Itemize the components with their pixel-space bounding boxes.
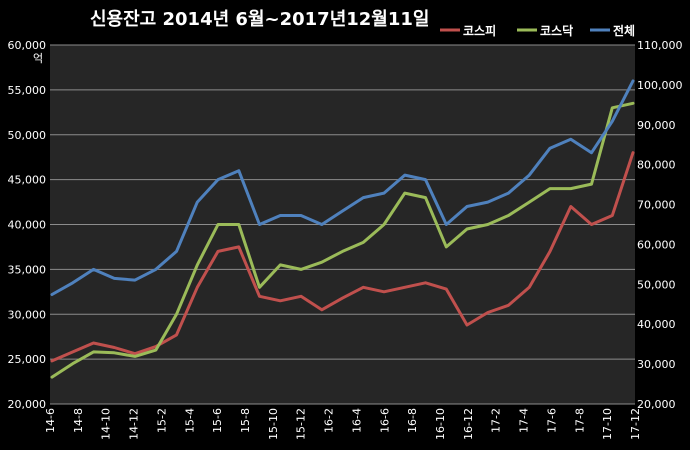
x-axis-tick-label: 16-4 — [350, 408, 363, 433]
right-axis-tick-label: 40,000 — [637, 318, 676, 331]
right-axis-tick-label: 20,000 — [637, 398, 676, 411]
left-axis-tick-label: 60,000 — [8, 39, 47, 52]
x-axis-tick-label: 15-2 — [155, 408, 168, 433]
right-axis-tick-label: 100,000 — [637, 79, 683, 92]
chart-title: 신용잔고 2014년 6월~2017년12월11일 — [90, 9, 429, 30]
x-axis-tick-label: 17-6 — [545, 408, 558, 433]
x-axis-tick-label: 16-12 — [462, 408, 475, 440]
gridlines — [50, 44, 635, 405]
right-axis-tick-label: 50,000 — [637, 278, 676, 291]
legend-label: 전체 — [613, 23, 635, 38]
left-axis-ticks: 20,000 25,000 30,000 35,000 40,000 45,000 50,0… — [8, 39, 47, 411]
right-axis-tick-label: 60,000 — [637, 238, 676, 251]
x-axis-tick-label: 14-10 — [100, 408, 113, 440]
left-axis-tick-label: 25,000 — [8, 353, 47, 366]
left-axis-tick-label: 40,000 — [8, 219, 47, 232]
left-axis-tick-label: 30,000 — [8, 308, 47, 321]
right-axis-tick-label: 80,000 — [637, 159, 676, 172]
right-axis-ticks: 20,000 30,000 40,000 50,000 60,000 70,000 80,0… — [637, 39, 683, 411]
x-axis-tick-label: 15-10 — [267, 408, 280, 440]
left-axis-tick-label: 55,000 — [8, 84, 47, 97]
x-axis-tick-label: 17-12 — [629, 408, 642, 440]
legend-label: 코스피 — [463, 23, 496, 38]
right-axis-tick-label: 110,000 — [637, 39, 683, 52]
x-axis-tick-label: 17-4 — [518, 408, 531, 433]
x-axis-tick-label: 17-8 — [573, 408, 586, 433]
y-axis-unit: 억 — [33, 52, 43, 65]
x-axis-ticks: 14-6 14-8 14-10 14-12 15-2 15-4 15-6 15-8 15-10 1… — [44, 408, 642, 440]
series-line — [50, 151, 635, 363]
x-axis-tick-label: 15-12 — [295, 408, 308, 440]
x-axis-tick-label: 17-2 — [490, 408, 503, 433]
right-axis-tick-label: 30,000 — [637, 358, 676, 371]
x-axis-tick-label: 16-6 — [378, 408, 391, 433]
x-axis-tick-label: 16-8 — [406, 408, 419, 433]
x-axis-tick-label: 17-10 — [601, 408, 614, 440]
left-axis-tick-label: 45,000 — [8, 174, 47, 187]
legend: 코스피 코스닥 전체 — [440, 23, 635, 38]
series-lines — [50, 79, 635, 379]
left-axis-tick-label: 20,000 — [8, 398, 47, 411]
left-axis-tick-label: 50,000 — [8, 129, 47, 142]
legend-label: 코스닥 — [540, 23, 573, 38]
right-axis-tick-label: 90,000 — [637, 119, 676, 132]
series-line — [50, 101, 635, 379]
x-axis-tick-label: 14-6 — [44, 408, 57, 433]
right-axis-tick-label: 70,000 — [637, 199, 676, 212]
x-axis-tick-label: 15-4 — [183, 408, 196, 433]
x-axis-tick-label: 16-2 — [323, 408, 336, 433]
x-axis-tick-label: 16-10 — [434, 408, 447, 440]
series-line — [50, 79, 635, 296]
x-axis-tick-label: 15-8 — [239, 408, 252, 433]
x-axis-tick-label: 14-12 — [128, 408, 141, 440]
x-axis-tick-label: 15-6 — [211, 408, 224, 433]
left-axis-tick-label: 35,000 — [8, 263, 47, 276]
x-axis-tick-label: 14-8 — [72, 408, 85, 433]
